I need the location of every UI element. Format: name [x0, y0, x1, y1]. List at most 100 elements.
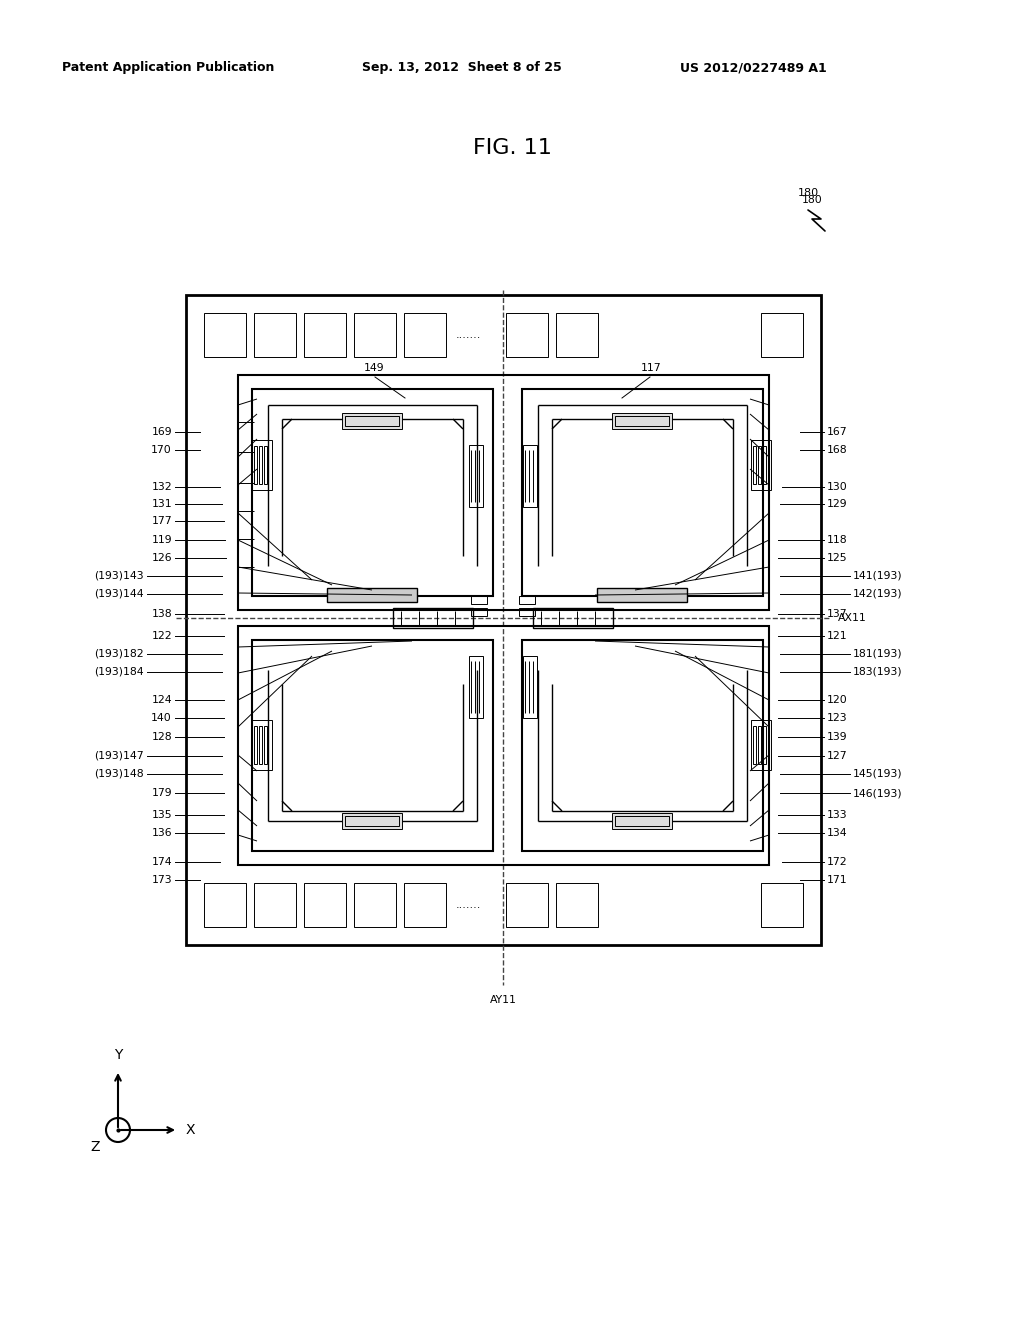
- Bar: [751, 719, 771, 770]
- Text: 140: 140: [152, 713, 172, 723]
- Text: 134: 134: [827, 828, 848, 838]
- Text: (193)143: (193)143: [94, 572, 144, 581]
- Bar: [615, 416, 669, 426]
- Bar: [471, 609, 487, 616]
- Text: 128: 128: [152, 733, 172, 742]
- Text: Patent Application Publication: Patent Application Publication: [62, 62, 274, 74]
- Bar: [252, 640, 493, 851]
- Text: 120: 120: [827, 696, 848, 705]
- Text: 119: 119: [152, 535, 172, 545]
- Text: .......: .......: [456, 330, 481, 341]
- Bar: [763, 446, 766, 484]
- Bar: [254, 726, 257, 764]
- Bar: [354, 883, 396, 927]
- Text: (193)184: (193)184: [94, 667, 144, 677]
- Bar: [345, 816, 399, 826]
- Text: 117: 117: [641, 363, 662, 374]
- Bar: [342, 813, 402, 829]
- Text: 146(193): 146(193): [853, 788, 902, 799]
- Bar: [186, 294, 821, 945]
- Bar: [252, 440, 272, 490]
- Bar: [204, 313, 246, 356]
- Bar: [597, 587, 687, 602]
- Text: (193)144: (193)144: [94, 589, 144, 599]
- Bar: [254, 313, 296, 356]
- Bar: [254, 446, 257, 484]
- Bar: [556, 313, 598, 356]
- Text: (193)147: (193)147: [94, 751, 144, 762]
- Text: FIG. 11: FIG. 11: [472, 139, 552, 158]
- Text: 179: 179: [152, 788, 172, 799]
- Text: Y: Y: [114, 1048, 122, 1063]
- Text: Sep. 13, 2012  Sheet 8 of 25: Sep. 13, 2012 Sheet 8 of 25: [362, 62, 562, 74]
- Text: 169: 169: [152, 426, 172, 437]
- Text: 142(193): 142(193): [853, 589, 902, 599]
- Text: 137: 137: [827, 609, 848, 619]
- Bar: [327, 587, 417, 602]
- Text: 180: 180: [802, 195, 822, 205]
- Bar: [259, 726, 262, 764]
- Text: 132: 132: [152, 482, 172, 492]
- Text: 136: 136: [152, 828, 172, 838]
- Text: 131: 131: [152, 499, 172, 510]
- Text: 180: 180: [798, 187, 819, 198]
- Text: 172: 172: [827, 857, 848, 867]
- Bar: [753, 446, 756, 484]
- Bar: [523, 445, 537, 507]
- Bar: [506, 883, 548, 927]
- Text: 135: 135: [152, 810, 172, 820]
- Text: .......: .......: [456, 900, 481, 909]
- Bar: [204, 883, 246, 927]
- Bar: [761, 313, 803, 356]
- Text: AX11: AX11: [838, 612, 866, 623]
- Text: 123: 123: [827, 713, 848, 723]
- Bar: [519, 597, 535, 605]
- Bar: [556, 883, 598, 927]
- Bar: [264, 446, 267, 484]
- Bar: [393, 609, 473, 628]
- Text: 141(193): 141(193): [853, 572, 902, 581]
- Bar: [354, 313, 396, 356]
- Text: Z: Z: [90, 1140, 100, 1154]
- Bar: [469, 445, 483, 507]
- Text: 130: 130: [827, 482, 848, 492]
- Bar: [304, 313, 346, 356]
- Text: 126: 126: [152, 553, 172, 564]
- Text: 125: 125: [827, 553, 848, 564]
- Text: X: X: [186, 1123, 196, 1137]
- Text: AY11: AY11: [489, 995, 516, 1005]
- Bar: [264, 726, 267, 764]
- Text: 174: 174: [152, 857, 172, 867]
- Bar: [612, 813, 672, 829]
- Bar: [252, 719, 272, 770]
- Bar: [758, 446, 761, 484]
- Text: 118: 118: [827, 535, 848, 545]
- Text: 149: 149: [364, 363, 384, 374]
- Bar: [238, 375, 769, 610]
- Text: 170: 170: [152, 445, 172, 455]
- Bar: [345, 416, 399, 426]
- Text: 171: 171: [827, 875, 848, 884]
- Bar: [342, 413, 402, 429]
- Text: (193)182: (193)182: [94, 649, 144, 659]
- Text: 133: 133: [827, 810, 848, 820]
- Bar: [252, 389, 493, 597]
- Bar: [304, 883, 346, 927]
- Bar: [612, 413, 672, 429]
- Bar: [519, 609, 535, 616]
- Bar: [615, 816, 669, 826]
- Bar: [761, 883, 803, 927]
- Bar: [523, 656, 537, 718]
- Text: 183(193): 183(193): [853, 667, 902, 677]
- Text: 129: 129: [827, 499, 848, 510]
- Bar: [763, 726, 766, 764]
- Bar: [751, 440, 771, 490]
- Text: 121: 121: [827, 631, 848, 642]
- Bar: [506, 313, 548, 356]
- Bar: [522, 389, 763, 597]
- Text: 124: 124: [152, 696, 172, 705]
- Text: 122: 122: [152, 631, 172, 642]
- Bar: [471, 597, 487, 605]
- Bar: [404, 313, 446, 356]
- Bar: [404, 883, 446, 927]
